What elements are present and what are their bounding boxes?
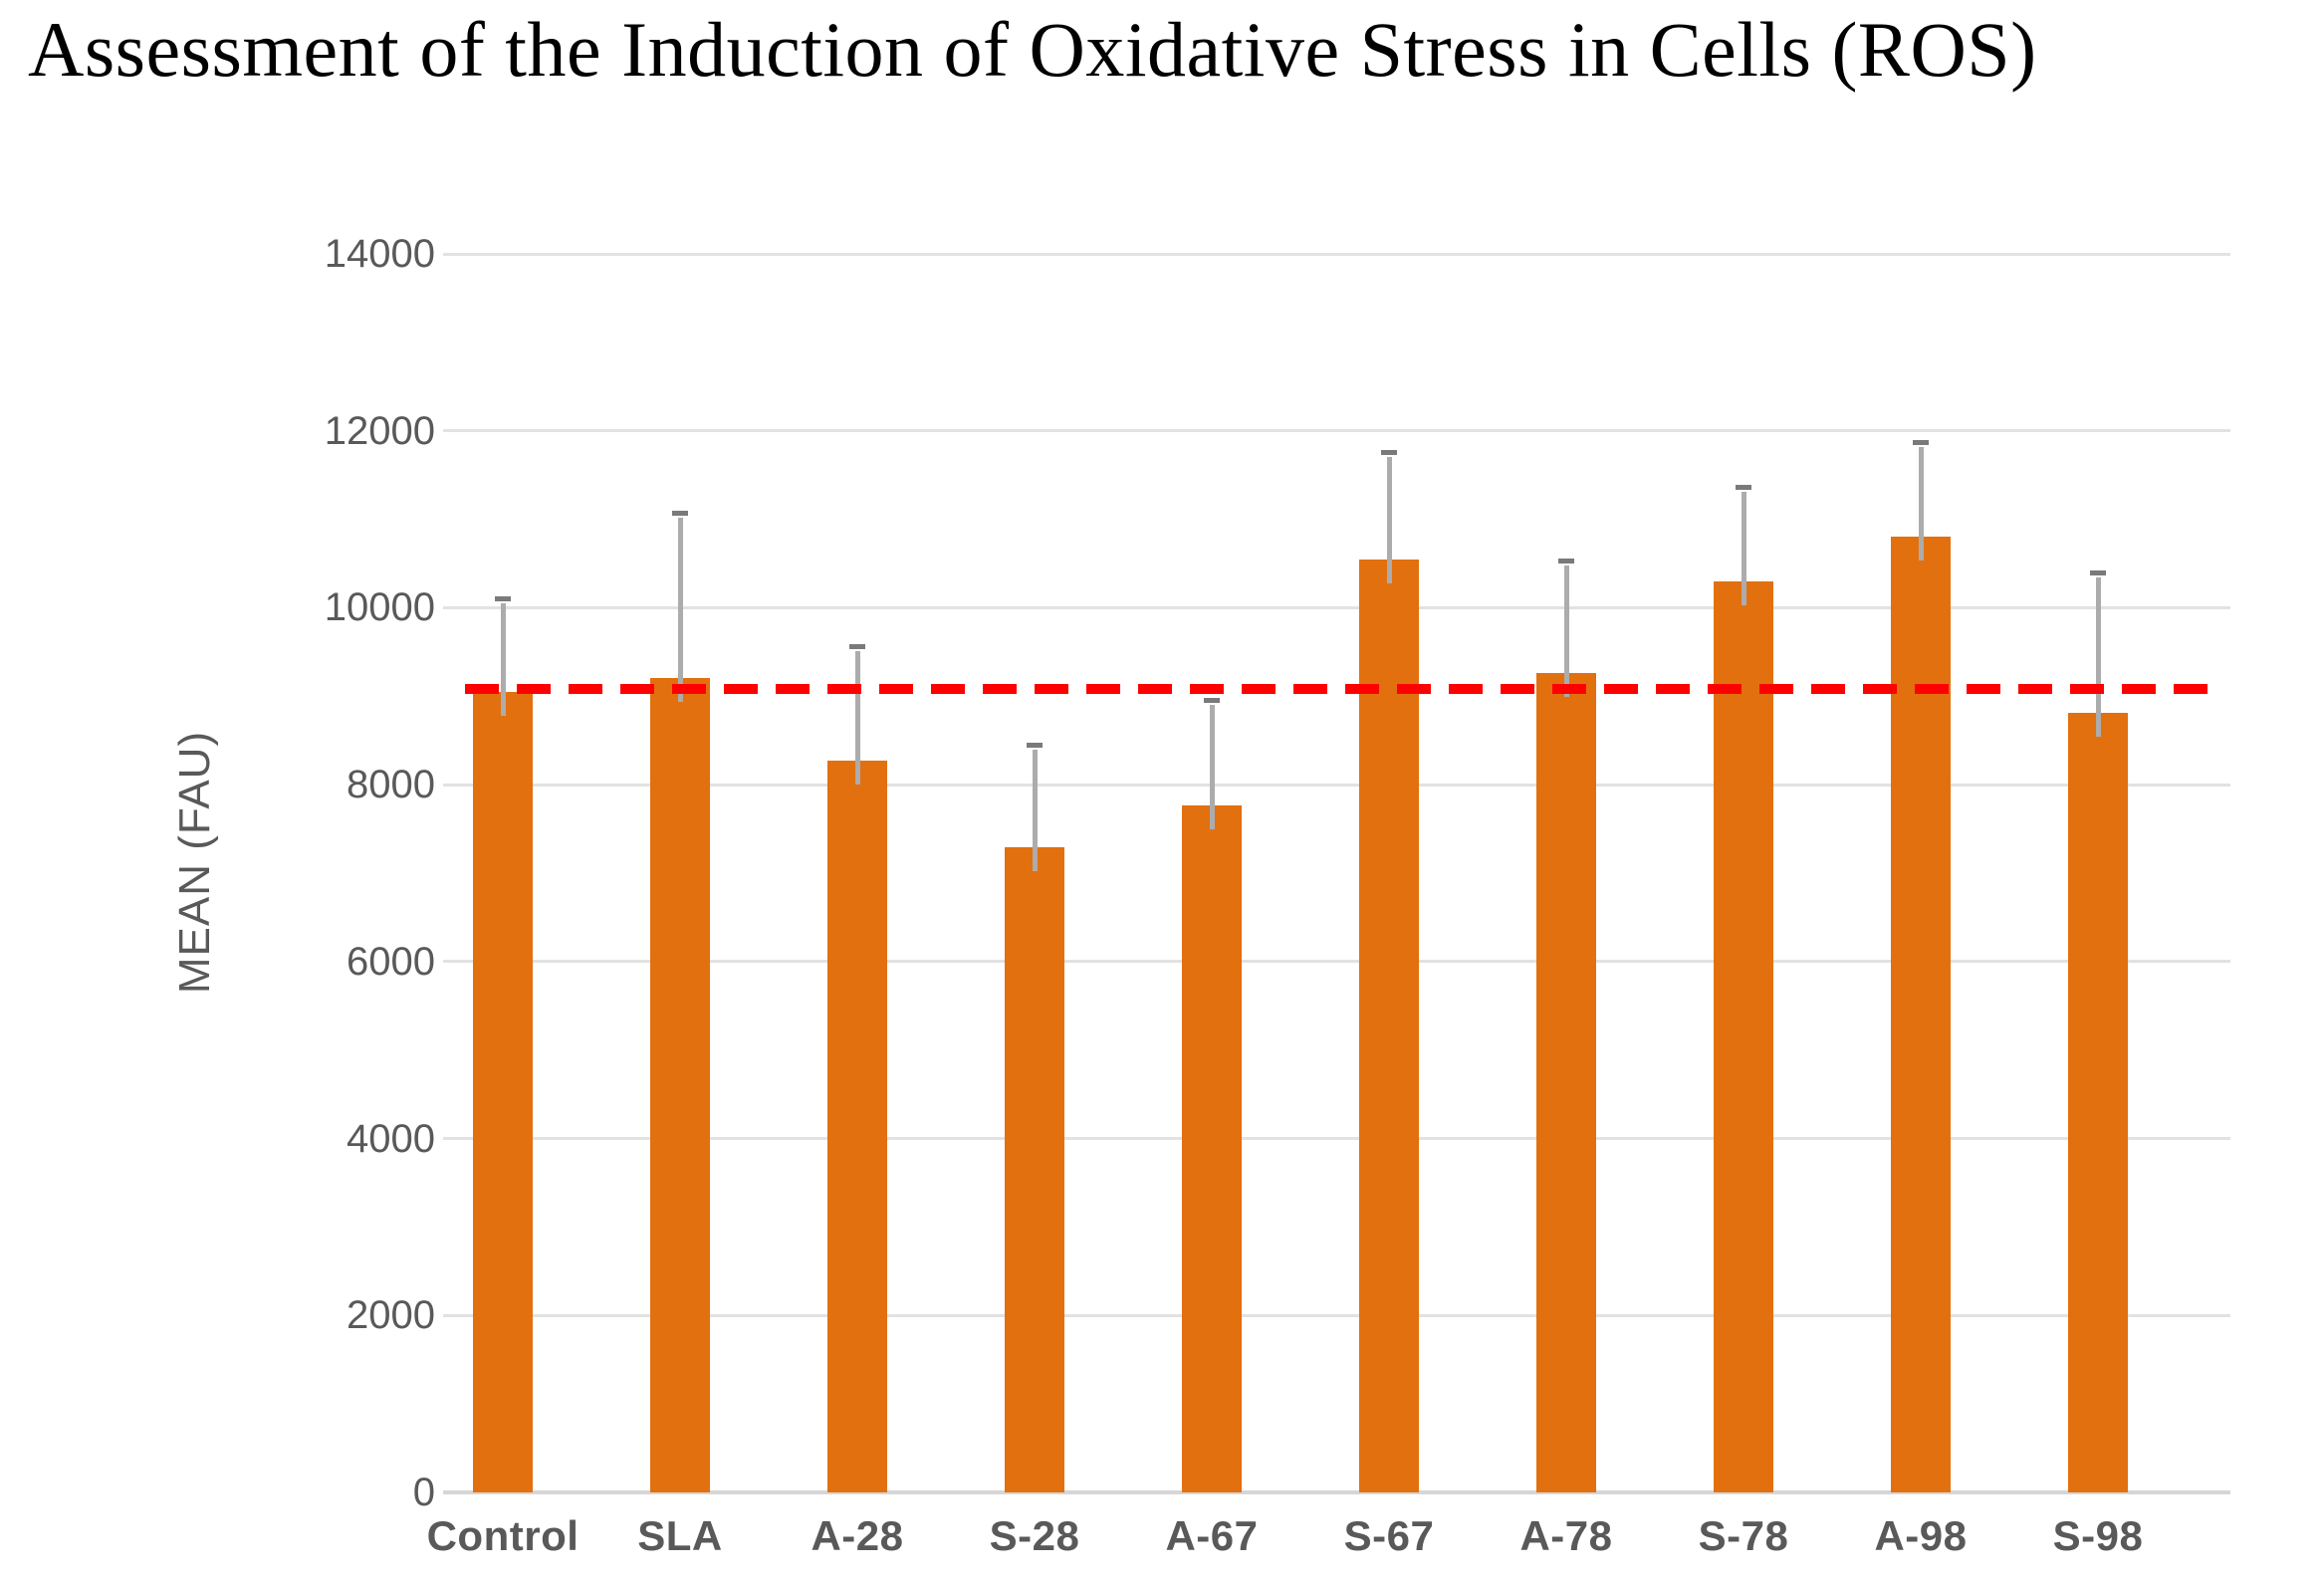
error-bar-cap-A-78 [1558, 559, 1574, 565]
x-tick-label-S-28: S-28 [989, 1512, 1080, 1559]
x-axis-line [443, 1490, 2230, 1494]
error-bar-A-98 [1918, 447, 1924, 562]
y-tick-label-8000: 8000 [347, 763, 435, 807]
reference-line [465, 684, 2215, 695]
x-tick-label-S-78: S-78 [1698, 1512, 1789, 1559]
y-tick-label-0: 0 [412, 1470, 435, 1514]
x-tick-label-A-98: A-98 [1874, 1512, 1968, 1559]
error-bar-cap-SLA [672, 511, 688, 517]
x-tick-label-S-67: S-67 [1343, 1512, 1435, 1559]
gridline-6000 [443, 960, 2230, 964]
plot-area [443, 252, 2230, 1494]
bar-S-78 [1714, 580, 1773, 1492]
x-tick-label-Control: Control [426, 1512, 580, 1559]
error-bar-cap-A-67 [1204, 697, 1220, 703]
bar-A-67 [1182, 804, 1242, 1492]
error-bar-A-67 [1209, 704, 1215, 829]
x-tick-label-A-78: A-78 [1519, 1512, 1613, 1559]
error-bar-S-98 [2095, 576, 2101, 738]
bar-S-67 [1359, 559, 1419, 1492]
error-bar-cap-S-67 [1381, 449, 1397, 455]
gridline-14000 [443, 252, 2230, 256]
x-tick-label-A-28: A-28 [811, 1512, 904, 1559]
gridline-4000 [443, 1137, 2230, 1141]
y-tick-label-12000: 12000 [324, 408, 435, 453]
error-bar-S-78 [1741, 491, 1746, 605]
error-bar-cap-A-98 [1913, 440, 1929, 446]
error-bar-cap-Control [495, 596, 511, 602]
y-tick-label-10000: 10000 [324, 585, 435, 630]
gridline-8000 [443, 783, 2230, 787]
gridline-2000 [443, 1313, 2230, 1317]
error-bar-cap-A-28 [849, 644, 865, 650]
bar-S-28 [1005, 847, 1064, 1492]
y-tick-label-14000: 14000 [324, 232, 435, 276]
bar-A-98 [1891, 537, 1951, 1492]
error-bar-Control [500, 603, 506, 716]
error-bar-cap-S-78 [1736, 484, 1751, 490]
error-bar-S-67 [1386, 456, 1392, 583]
y-tick-label-4000: 4000 [347, 1116, 435, 1161]
gridline-12000 [443, 429, 2230, 433]
bar-S-98 [2068, 713, 2128, 1492]
error-bar-cap-S-98 [2090, 569, 2106, 575]
x-tick-label-SLA: SLA [637, 1512, 723, 1559]
bar-A-28 [827, 761, 887, 1492]
error-bar-SLA [677, 518, 683, 702]
y-tick-label-6000: 6000 [347, 939, 435, 984]
x-tick-label-S-98: S-98 [2052, 1512, 2144, 1559]
bar-A-78 [1536, 673, 1596, 1492]
bar-SLA [650, 677, 710, 1492]
error-bar-cap-S-28 [1027, 743, 1043, 749]
error-bar-S-28 [1032, 750, 1038, 872]
error-bar-A-78 [1563, 565, 1569, 698]
gridline-10000 [443, 605, 2230, 609]
chart-title: Assessment of the Induction of Oxidative… [28, 6, 2037, 93]
error-bar-A-28 [854, 651, 860, 786]
bar-Control [473, 691, 533, 1492]
y-tick-label-2000: 2000 [347, 1293, 435, 1338]
x-tick-label-A-67: A-67 [1165, 1512, 1259, 1559]
